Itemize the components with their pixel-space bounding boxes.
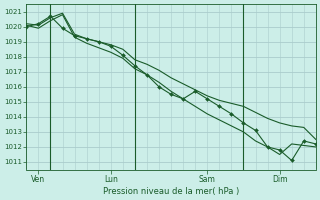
X-axis label: Pression niveau de la mer( hPa ): Pression niveau de la mer( hPa ) xyxy=(103,187,239,196)
